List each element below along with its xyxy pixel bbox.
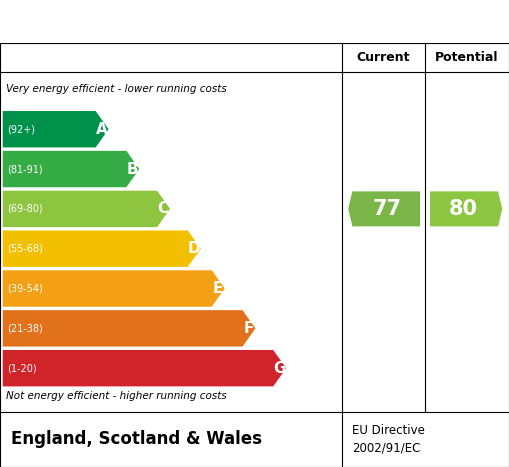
- Text: Current: Current: [356, 51, 410, 64]
- Text: (69-80): (69-80): [8, 204, 43, 214]
- Polygon shape: [3, 270, 225, 307]
- Text: Very energy efficient - lower running costs: Very energy efficient - lower running co…: [6, 84, 227, 94]
- Text: (21-38): (21-38): [8, 323, 43, 333]
- Text: EU Directive
2002/91/EC: EU Directive 2002/91/EC: [352, 425, 425, 454]
- Text: Not energy efficient - higher running costs: Not energy efficient - higher running co…: [6, 391, 227, 401]
- Text: Potential: Potential: [435, 51, 499, 64]
- Polygon shape: [348, 191, 420, 226]
- Polygon shape: [430, 191, 502, 226]
- Text: F: F: [243, 321, 253, 336]
- Polygon shape: [3, 231, 201, 267]
- Text: D: D: [187, 241, 200, 256]
- Text: (1-20): (1-20): [8, 363, 37, 373]
- Polygon shape: [3, 111, 108, 148]
- Text: A: A: [96, 122, 107, 137]
- Text: (39-54): (39-54): [8, 283, 43, 294]
- Text: England, Scotland & Wales: England, Scotland & Wales: [11, 431, 262, 448]
- Polygon shape: [3, 151, 139, 187]
- Polygon shape: [3, 310, 256, 347]
- Text: 77: 77: [373, 199, 402, 219]
- Text: Energy Efficiency Rating: Energy Efficiency Rating: [11, 9, 337, 34]
- Text: (55-68): (55-68): [8, 244, 43, 254]
- Text: E: E: [212, 281, 223, 296]
- Polygon shape: [3, 191, 170, 227]
- Polygon shape: [3, 350, 286, 386]
- Text: C: C: [157, 201, 168, 216]
- Text: (92+): (92+): [8, 124, 36, 134]
- Text: (81-91): (81-91): [8, 164, 43, 174]
- Text: B: B: [126, 162, 138, 177]
- Text: G: G: [273, 361, 286, 375]
- Text: 80: 80: [448, 199, 477, 219]
